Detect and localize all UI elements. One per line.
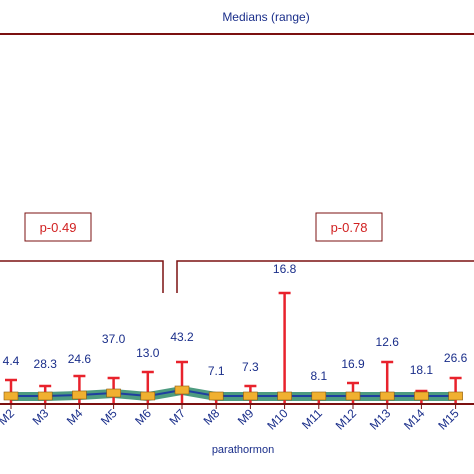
median-box [37, 391, 53, 401]
x-tick-label: M6 [132, 406, 154, 428]
data-label: 43.2 [170, 330, 194, 344]
x-tick-label: M15 [435, 406, 462, 433]
x-tick-label: M4 [64, 406, 86, 428]
median-box [208, 391, 224, 401]
x-tick-label: M14 [401, 406, 428, 433]
data-label: 26.6 [444, 351, 468, 365]
data-label: 24.6 [68, 352, 92, 366]
median-box [345, 391, 361, 401]
median-box [277, 391, 292, 401]
x-ticks: M2 M3 M4 M5 M6 M7 M8 M9 M10 M11 M12 M13 M14 M15 [0, 404, 462, 433]
data-label: 7.3 [242, 360, 259, 374]
median-box [3, 391, 19, 401]
x-tick-label: M12 [333, 406, 360, 433]
data-label: 28.3 [34, 357, 58, 371]
annotation-right: p-0.78 [331, 220, 368, 235]
median-box [414, 391, 429, 401]
median-box [379, 391, 395, 401]
bracket-left [0, 260, 164, 293]
x-tick-label: M11 [299, 406, 325, 432]
data-label: 13.0 [136, 346, 160, 360]
data-label: 16.8 [273, 262, 297, 276]
bracket-right [176, 260, 474, 293]
median-box [140, 391, 156, 401]
spread-band [11, 386, 456, 401]
x-tick-label: M10 [264, 406, 291, 433]
x-tick-label: M8 [201, 406, 223, 428]
annotation-box-right [315, 212, 383, 242]
x-axis-title: parathormon [212, 444, 274, 456]
x-tick-label: M2 [0, 406, 17, 428]
data-label: 4.4 [3, 354, 20, 368]
data-label: 37.0 [102, 332, 126, 346]
annotation-left: p-0.49 [40, 220, 77, 235]
x-tick-label: M9 [235, 406, 257, 428]
x-tick-label: M13 [367, 406, 394, 433]
chart-title: Medians (range) [222, 10, 309, 24]
median-box [106, 388, 121, 398]
annotation-box-left [24, 212, 92, 242]
median-box [243, 391, 258, 401]
data-label: 8.1 [310, 369, 327, 383]
median-box [174, 385, 190, 395]
median-box [311, 391, 327, 401]
median-box [448, 391, 463, 401]
median-box [72, 390, 87, 400]
data-label: 16.9 [341, 357, 365, 371]
x-tick-label: M5 [98, 406, 120, 428]
x-tick-label: M3 [30, 406, 52, 428]
x-tick-label: M7 [166, 406, 188, 428]
data-label: 12.6 [376, 335, 400, 349]
data-label: 7.1 [208, 364, 225, 378]
series-layer: 4.4 28.3 24.6 37.0 13.0 43.2 7.1 7.3 16.8 8.1 16.9… [3, 262, 468, 404]
data-label: 18.1 [410, 363, 434, 377]
